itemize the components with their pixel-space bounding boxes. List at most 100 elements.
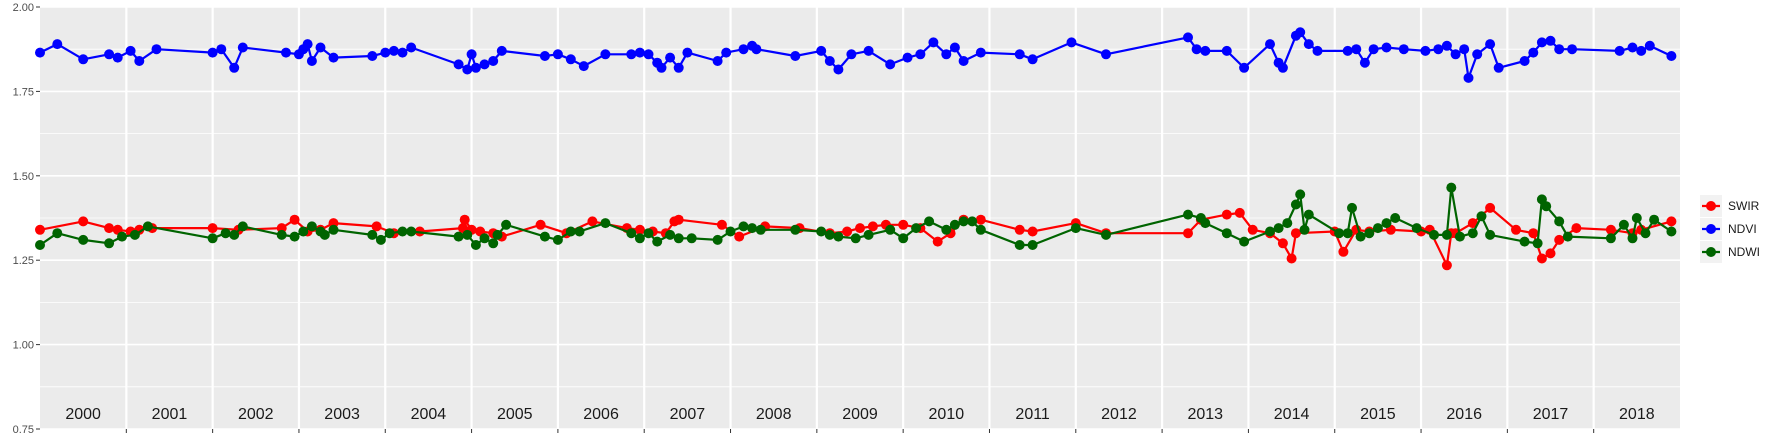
data-point-ndwi [712,234,723,245]
data-point-swir [975,214,986,225]
data-point-ndwi [958,216,969,227]
data-point-swir [1605,224,1616,235]
data-point-swir [634,224,645,235]
data-point-ndwi [142,221,153,232]
data-point-ndvi [846,49,857,60]
data-point-ndwi [1467,228,1478,239]
data-point-ndwi [911,223,922,234]
data-point-ndvi [1644,40,1655,51]
data-point-swir [1027,226,1038,237]
data-point-ndvi [367,51,378,61]
data-point-ndwi [1347,202,1357,213]
legend-key-point-ndwi [1706,247,1716,257]
year-label: 2007 [670,406,706,423]
series-layer [35,27,1677,271]
data-point-ndvi [1191,44,1202,55]
data-point-ndwi [1303,209,1314,220]
data-point-ndvi [78,54,89,65]
data-point-ndwi [52,228,63,239]
data-point-ndwi [501,219,512,230]
data-point-ndvi [406,42,417,53]
data-point-swir [867,221,878,232]
data-point-ndvi [1101,49,1111,60]
year-label: 2006 [583,406,619,423]
data-point-ndvi [302,39,313,50]
data-point-ndvi [578,61,589,72]
year-label: 2003 [324,406,360,423]
data-point-swir [673,214,684,225]
series-ndvi [35,27,1677,83]
data-point-swir [1536,253,1547,264]
data-point-ndvi [1472,49,1483,60]
data-point-ndwi [652,236,663,247]
legend-key-point-swir [1706,201,1716,211]
data-point-ndwi [237,221,248,232]
data-point-ndvi [1368,44,1379,55]
data-point-swir [78,216,89,227]
data-point-ndwi [1355,231,1366,242]
data-point-ndwi [975,224,986,235]
data-point-ndvi [151,44,162,55]
year-label: 2018 [1619,406,1655,423]
data-point-ndwi [1454,231,1465,242]
data-point-ndwi [949,219,960,230]
data-point-ndwi [1429,229,1439,240]
data-point-swir [1554,234,1565,245]
year-labels: 2000 2001 2002 2003 2004 2005 2006 2007 2008 2009… [65,406,1654,423]
year-label: 2004 [411,406,447,423]
data-point-ndwi [1183,209,1193,220]
data-point-ndwi [790,224,801,235]
year-label: 2005 [497,406,533,423]
data-point-ndvi [1239,62,1250,73]
data-point-ndwi [1618,219,1629,230]
data-point-swir [535,219,546,230]
data-point-ndwi [738,221,749,232]
data-point-ndwi [384,228,395,239]
data-point-ndvi [315,42,326,53]
data-point-ndwi [1627,233,1638,244]
data-point-ndvi [328,52,339,63]
year-label: 2009 [842,406,878,423]
data-point-swir [1571,223,1582,234]
data-point-ndvi [1265,39,1275,50]
data-point-ndvi [1014,49,1025,60]
data-point-ndwi [1027,240,1038,250]
data-point-ndvi [1183,32,1193,43]
data-point-ndvi [1221,45,1232,56]
data-point-swir [1286,253,1297,264]
data-point-ndvi [1450,49,1461,60]
data-point-ndvi [712,56,723,66]
data-point-ndvi [1459,44,1470,55]
data-point-ndwi [1014,240,1025,250]
data-point-ndwi [319,229,330,240]
data-point-ndvi [928,37,939,48]
data-point-ndvi [643,49,654,60]
data-point-ndwi [643,228,654,239]
data-point-ndvi [600,49,611,60]
data-point-ndvi [1528,47,1539,58]
data-point-ndwi [574,226,585,237]
data-point-ndwi [1295,189,1306,200]
data-point-ndvi [470,62,481,73]
data-point-ndwi [1666,226,1677,237]
x-axis-ticks [125,429,1595,433]
data-point-ndvi [397,47,408,58]
data-point-ndwi [634,233,645,244]
y-axis: 0.75 1.00 1.25 1.50 1.75 2.00 [13,2,40,436]
data-point-ndwi [1265,226,1275,237]
grid-lines [40,6,1680,430]
data-point-ndvi [902,52,913,63]
data-point-ndwi [1221,228,1232,239]
data-point-swir [587,216,598,227]
data-point-ndwi [328,224,339,235]
data-point-ndvi [216,44,227,55]
data-point-ndvi [790,51,801,61]
data-point-swir [716,219,727,230]
data-point-swir [371,221,382,232]
data-point-swir [1467,218,1478,229]
data-point-ndvi [125,45,136,56]
data-point-ndvi [1554,44,1565,55]
data-point-ndvi [1277,62,1288,73]
data-point-ndvi [656,62,667,73]
data-point-ndvi [1359,57,1370,68]
